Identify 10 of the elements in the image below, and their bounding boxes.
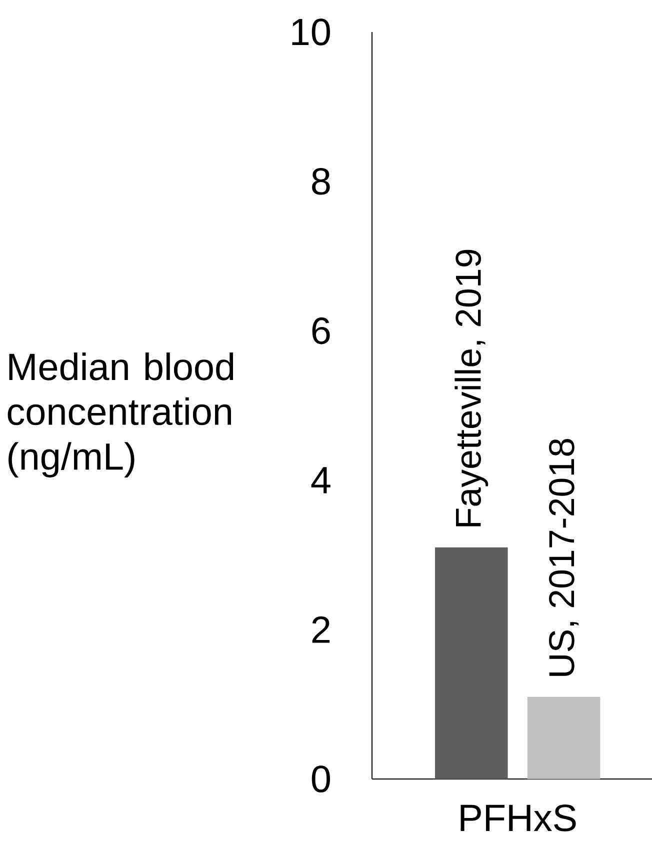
y-tick-label: 6 (312, 317, 330, 344)
x-tick-label: PFHxS (460, 804, 576, 832)
y-tick-label: 8 (312, 168, 330, 195)
y-tick-label: 4 (311, 467, 330, 494)
y-tick-label: 2 (312, 616, 330, 643)
text: US, 2017-2018 (549, 438, 579, 676)
y-tick-label: 10 (292, 18, 330, 46)
y-tick-label: 0 (312, 766, 330, 792)
y-axis-title: Median blood concentration (ng/mL) (8, 352, 234, 478)
text: Fayetteville, 2019 (454, 250, 488, 526)
